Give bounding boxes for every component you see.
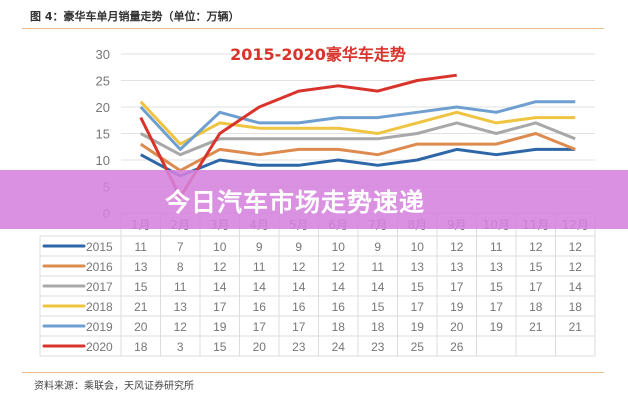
data-label: 17 — [253, 320, 267, 334]
data-label: 10 — [411, 240, 425, 254]
legend-label: 2015 — [86, 240, 113, 254]
y-tick-label: 15 — [96, 127, 110, 142]
data-label: 21 — [134, 300, 148, 314]
series-line-2019 — [139, 100, 576, 151]
data-label: 15 — [490, 280, 504, 294]
series-line-2016 — [139, 132, 576, 173]
data-label: 17 — [411, 300, 425, 314]
series-line-2015 — [140, 147, 576, 178]
data-label: 12 — [569, 260, 583, 274]
data-label: 14 — [332, 280, 346, 294]
data-label: 24 — [332, 340, 346, 354]
data-label: 20 — [450, 320, 464, 334]
data-label: 18 — [569, 300, 583, 314]
data-label: 11 — [372, 260, 385, 274]
data-label: 18 — [134, 340, 148, 354]
series-line-2018 — [139, 100, 576, 146]
legend-label: 2019 — [86, 320, 113, 334]
data-label: 17 — [292, 320, 306, 334]
data-label: 12 — [569, 240, 583, 254]
data-label: 15 — [213, 340, 227, 354]
data-label: 12 — [292, 260, 306, 274]
legend-label: 2017 — [86, 280, 113, 294]
data-label: 20 — [134, 320, 148, 334]
data-label: 14 — [371, 280, 385, 294]
data-label: 13 — [411, 260, 425, 274]
data-label: 11 — [490, 240, 503, 254]
data-label: 13 — [450, 260, 464, 274]
data-label: 11 — [253, 260, 266, 274]
data-label: 3 — [177, 340, 184, 354]
data-label: 11 — [174, 280, 187, 294]
data-label: 7 — [177, 240, 184, 254]
data-label: 17 — [490, 300, 504, 314]
data-label: 13 — [174, 300, 188, 314]
y-tick-label: 25 — [96, 74, 110, 89]
data-label: 19 — [411, 320, 425, 334]
banner-overlay — [0, 170, 628, 229]
data-label: 16 — [292, 300, 306, 314]
y-tick-label: 10 — [96, 153, 110, 168]
data-label: 20 — [253, 340, 267, 354]
legend-label: 2020 — [86, 340, 113, 354]
data-label: 17 — [450, 280, 464, 294]
data-label: 13 — [490, 260, 504, 274]
data-label: 23 — [292, 340, 306, 354]
legend-label: 2016 — [86, 260, 113, 274]
chart-title: 2015-2020豪华车走势 — [230, 45, 406, 64]
data-label: 12 — [332, 260, 346, 274]
series-line-2017 — [140, 121, 576, 157]
data-label: 19 — [490, 320, 504, 334]
data-label: 15 — [529, 260, 543, 274]
data-label: 19 — [450, 300, 464, 314]
data-label: 9 — [256, 240, 263, 254]
source-note: 资料来源：乘联会，天风证券研究所 — [34, 381, 194, 392]
figure-title: 图 4：豪华车单月销量走势（单位：万辆） — [30, 10, 240, 23]
data-label: 12 — [529, 240, 543, 254]
y-tick-label: 20 — [96, 100, 110, 115]
data-label: 18 — [332, 320, 346, 334]
data-label: 15 — [134, 280, 148, 294]
data-label: 10 — [213, 240, 227, 254]
data-label: 9 — [374, 240, 381, 254]
data-label: 23 — [371, 340, 385, 354]
data-label: 14 — [569, 280, 583, 294]
banner-title: 今日汽车市场走势速递 — [165, 188, 426, 217]
data-label: 19 — [213, 320, 227, 334]
data-label: 25 — [411, 340, 425, 354]
data-label: 12 — [450, 240, 464, 254]
data-label: 12 — [213, 260, 227, 274]
data-label: 21 — [569, 320, 583, 334]
data-label: 14 — [253, 280, 267, 294]
data-label: 10 — [332, 240, 346, 254]
data-label: 13 — [134, 260, 148, 274]
data-label: 16 — [332, 300, 346, 314]
legend-label: 2018 — [86, 300, 113, 314]
data-label: 18 — [371, 320, 385, 334]
data-label: 26 — [450, 340, 464, 354]
data-label: 18 — [529, 300, 543, 314]
data-label: 14 — [292, 280, 306, 294]
data-label: 11 — [135, 240, 148, 254]
data-label: 9 — [295, 240, 302, 254]
data-label: 16 — [253, 300, 267, 314]
data-label: 15 — [411, 280, 425, 294]
data-label: 15 — [371, 300, 385, 314]
bottom-divider — [22, 372, 604, 373]
data-label: 21 — [529, 320, 543, 334]
data-label: 14 — [213, 280, 227, 294]
data-label: 12 — [174, 320, 188, 334]
data-label: 17 — [529, 280, 543, 294]
data-label: 17 — [213, 300, 227, 314]
data-label: 8 — [177, 260, 184, 274]
y-tick-label: 30 — [96, 47, 110, 62]
top-divider — [22, 28, 604, 29]
